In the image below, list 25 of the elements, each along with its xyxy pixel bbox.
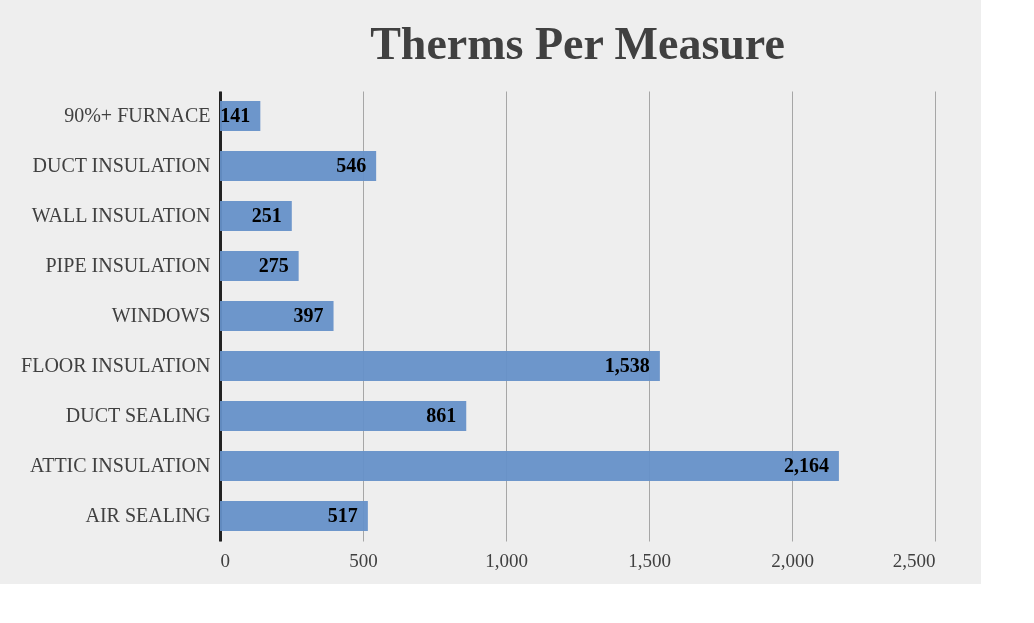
y-tick-label: FLOOR INSULATION [21,354,211,376]
data-label: 2,164 [783,454,829,476]
data-label: 546 [336,154,367,176]
data-label: 141 [220,104,251,126]
x-tick-label: 500 [349,549,378,571]
x-tick-label: 1,500 [628,549,671,571]
x-tick-label: 2,500 [892,549,936,571]
data-label: 251 [251,204,282,226]
y-tick-label: ATTIC INSULATION [29,454,211,476]
x-tick-label: 1,000 [485,549,528,571]
y-tick-label: DUCT SEALING [65,404,211,426]
data-label: 275 [258,254,289,276]
x-tick-label: 2,000 [771,549,814,571]
y-tick-label: WALL INSULATION [31,204,211,226]
data-label: 517 [327,504,358,526]
x-tick-label: 0 [220,549,230,571]
y-tick-label: 90%+ FURNACE [64,104,211,126]
y-tick-label: WINDOWS [111,304,211,326]
data-label: 1,538 [604,354,650,376]
chart-title: Therms Per Measure [370,18,785,69]
y-tick-label: PIPE INSULATION [45,254,211,276]
y-tick-label: AIR SEALING [85,504,211,526]
data-label: 861 [426,404,457,426]
y-tick-label: DUCT INSULATION [32,154,211,176]
data-label: 397 [293,304,324,326]
